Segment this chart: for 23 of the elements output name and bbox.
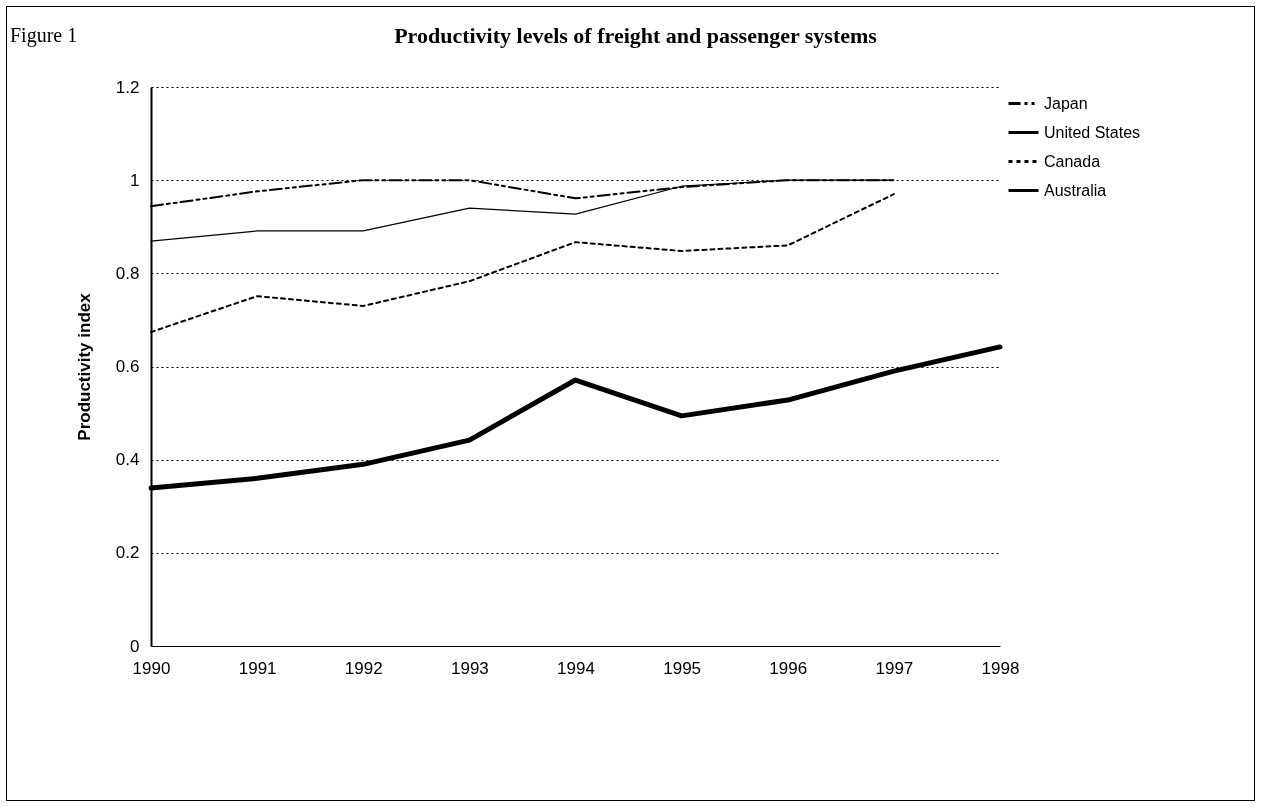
x-tick-label: 1991 [238,658,277,678]
y-tick-label: 0.6 [115,357,140,376]
legend-label: Japan [1044,94,1088,112]
chart-title: Productivity levels of freight and passenger systems [394,23,878,48]
y-tick-label: 1 [130,170,140,190]
legend-label: Canada [1044,152,1101,170]
legend-label: Australia [1044,181,1107,199]
x-tick-label: 1997 [875,658,914,678]
y-axis-title: Productivity index [74,292,94,441]
legend-label: United States [1044,123,1141,141]
x-tick-label: 1996 [769,658,808,678]
y-tick-label: 0.8 [115,263,140,283]
y-tick-label: 0.4 [115,450,140,470]
y-tick-label: 0.2 [115,543,140,563]
x-tick-label: 1992 [344,658,383,678]
x-tick-label: 1993 [450,658,489,678]
x-tick-label: 1994 [557,658,595,678]
y-tick-label: 1.2 [115,77,140,97]
x-tick-label: 1990 [132,658,171,678]
x-tick-label: 1995 [663,658,702,678]
x-tick-label: 1998 [981,658,1020,678]
caption: Figure 1 [10,24,78,47]
y-tick-label: 0 [130,636,140,656]
